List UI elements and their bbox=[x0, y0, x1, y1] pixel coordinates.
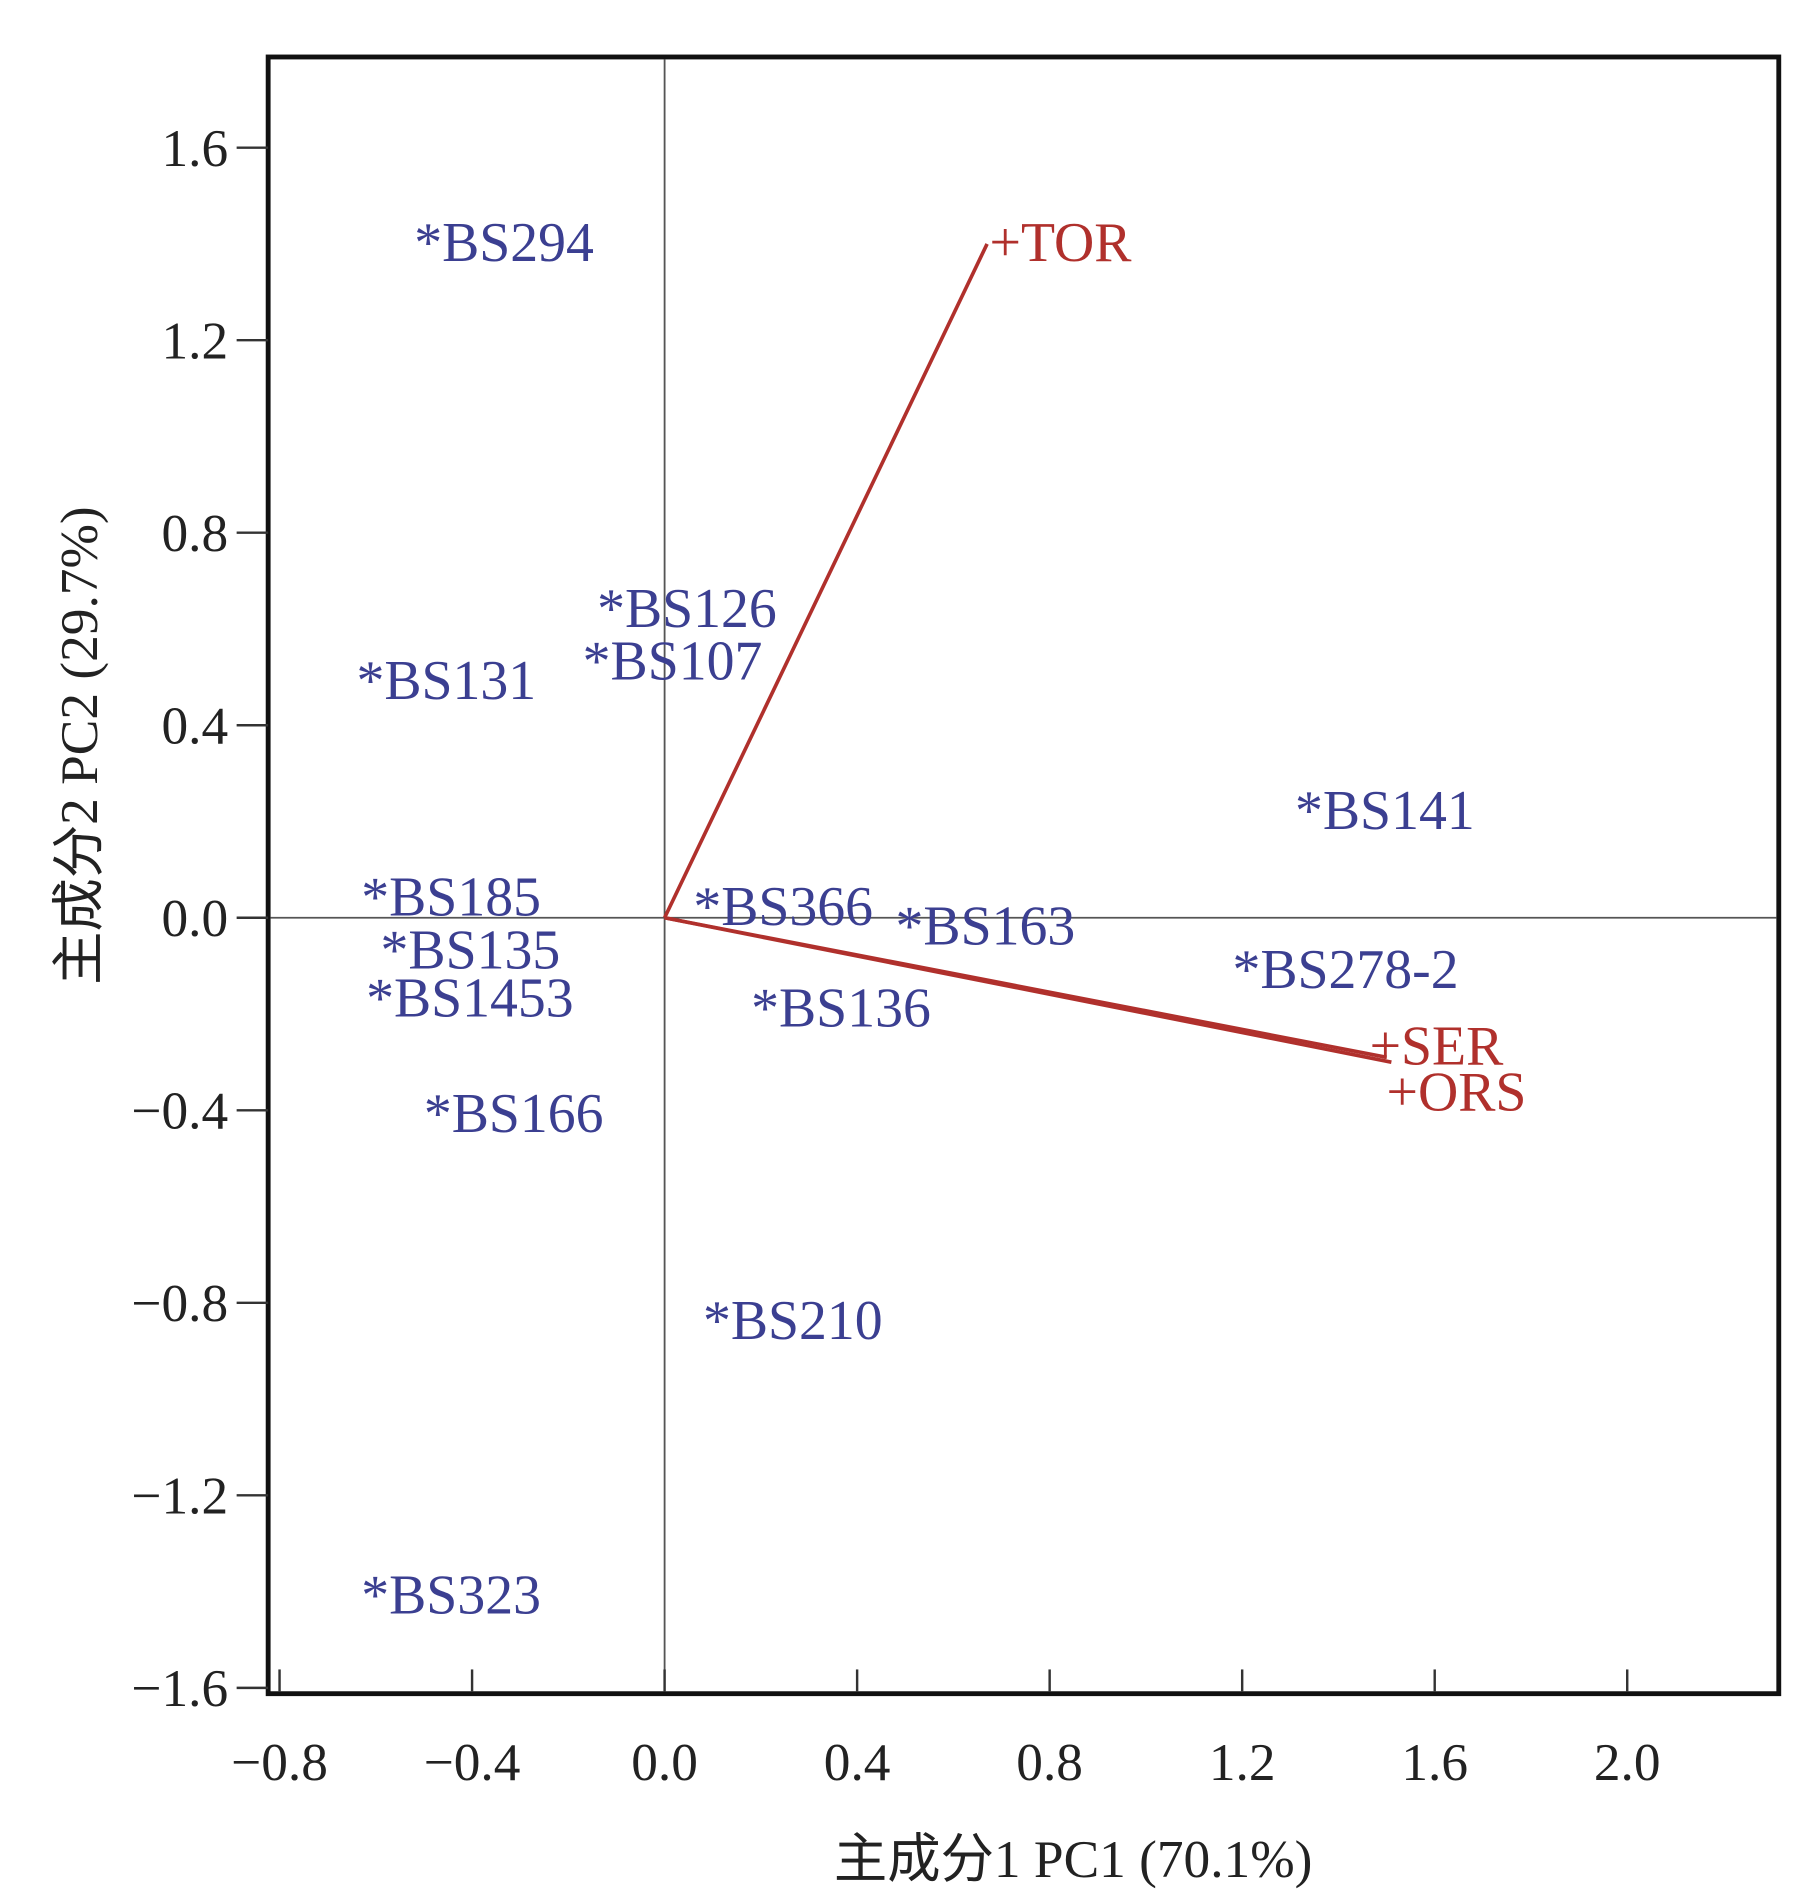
y-tick-label: −0.8 bbox=[131, 1273, 228, 1333]
y-tick-label: −1.6 bbox=[131, 1658, 228, 1718]
sample-point-label: *BS107 bbox=[583, 631, 763, 693]
loading-vector bbox=[664, 915, 1392, 1064]
vector-label: +SER bbox=[1370, 1016, 1505, 1078]
y-tick-label: 1.2 bbox=[161, 310, 228, 370]
sample-point-label: *BS131 bbox=[356, 650, 536, 712]
y-tick-label: −0.4 bbox=[131, 1080, 228, 1140]
sample-point-label: *BS210 bbox=[703, 1290, 883, 1352]
sample-point-label: *BS366 bbox=[693, 876, 873, 938]
sample-point-label: *BS185 bbox=[361, 867, 541, 929]
y-tick-label: 0.0 bbox=[161, 888, 228, 948]
x-axis-label: 主成分1 PC1 (70.1%) bbox=[834, 1829, 1312, 1889]
x-tick-label: 0.8 bbox=[1016, 1732, 1083, 1792]
sample-point-label: *BS135 bbox=[381, 920, 561, 982]
y-tick-label: −1.2 bbox=[131, 1466, 228, 1526]
sample-point-label: *BS278-2 bbox=[1232, 939, 1458, 1001]
sample-point-label: *BS126 bbox=[597, 578, 777, 640]
sample-point-label: *BS166 bbox=[424, 1083, 604, 1145]
vector-label: +ORS bbox=[1387, 1062, 1527, 1124]
x-tick-label: 2.0 bbox=[1594, 1732, 1661, 1792]
x-tick-label: −0.4 bbox=[424, 1732, 521, 1792]
sample-point-label: *BS323 bbox=[361, 1564, 541, 1626]
vector-label: +TOR bbox=[990, 212, 1133, 274]
x-tick-label: 0.4 bbox=[824, 1732, 891, 1792]
y-tick-label: 1.6 bbox=[161, 118, 228, 178]
y-tick-label: 0.8 bbox=[161, 503, 228, 563]
sample-point-label: *BS141 bbox=[1295, 780, 1475, 842]
plot-frame bbox=[265, 54, 1782, 1697]
sample-point-label: *BS294 bbox=[414, 212, 594, 274]
sample-point-label: *BS1453 bbox=[366, 968, 574, 1030]
y-axis-label: 主成分2 PC2 (29.7%) bbox=[49, 506, 109, 984]
y-tick-label: 0.4 bbox=[161, 695, 228, 755]
x-tick-label: 0.0 bbox=[631, 1732, 698, 1792]
x-tick-label: 1.6 bbox=[1401, 1732, 1468, 1792]
sample-point-label: *BS163 bbox=[896, 895, 1076, 957]
x-tick-label: 1.2 bbox=[1209, 1732, 1276, 1792]
loading-vector bbox=[662, 243, 989, 919]
x-tick-label: −0.8 bbox=[231, 1732, 328, 1792]
sample-point-label: *BS136 bbox=[751, 977, 931, 1039]
